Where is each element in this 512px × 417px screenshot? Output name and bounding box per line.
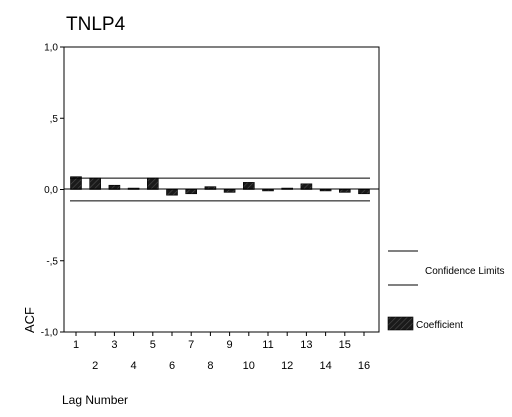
x-tick-label-10: 10 xyxy=(243,360,255,372)
x-tick-label-6: 6 xyxy=(169,360,175,372)
chart-title: TNLP4 xyxy=(66,14,126,35)
bar-lag-15 xyxy=(338,189,351,193)
legend-coefficient-label: Coefficient xyxy=(416,320,463,331)
y-tick-label: -1,0 xyxy=(41,328,59,339)
bar-lag-2 xyxy=(89,177,101,190)
x-tick-label-11: 11 xyxy=(262,339,273,351)
bar-series-coefficient xyxy=(70,176,370,196)
x-tick-label-1: 1 xyxy=(73,339,79,351)
bar-lag-7 xyxy=(185,189,197,195)
x-tick-label-5: 5 xyxy=(150,339,156,351)
x-tick-label-8: 8 xyxy=(207,360,213,372)
legend-coefficient-swatch xyxy=(387,316,414,331)
bar-lag-14 xyxy=(319,189,332,192)
x-tick-label-2: 2 xyxy=(92,360,98,372)
y-tick-label: 1,0 xyxy=(44,43,58,54)
x-tick-label-14: 14 xyxy=(319,360,331,372)
bar-lag-10 xyxy=(243,182,255,190)
legend-confidence-limits-label: Confidence Limits xyxy=(425,266,504,277)
bar-lag-11 xyxy=(262,189,274,192)
x-tick-label-4: 4 xyxy=(131,360,137,372)
y-axis-ticks: 1,0 ,5 0,0 -,5 -1,0 xyxy=(41,43,64,339)
x-tick-label-15: 15 xyxy=(339,339,351,351)
legend: Confidence Limits Coefficient xyxy=(387,250,504,331)
bar-lag-6 xyxy=(166,189,178,196)
x-tick-label-9: 9 xyxy=(227,339,233,351)
x-tick-label-13: 13 xyxy=(300,339,312,351)
x-tick-label-16: 16 xyxy=(358,360,370,372)
y-tick-label: 0,0 xyxy=(44,185,58,196)
x-tick-label-12: 12 xyxy=(281,360,293,372)
x-axis-label: Lag Number xyxy=(62,393,128,407)
confidence-limit-lines xyxy=(70,177,370,202)
x-tick-label-3: 3 xyxy=(111,339,117,351)
y-tick-label: ,5 xyxy=(50,114,59,125)
y-axis-label: ACF xyxy=(22,307,37,333)
x-tick-label-7: 7 xyxy=(188,339,194,351)
bar-lag-16 xyxy=(358,189,370,195)
bar-lag-9 xyxy=(223,189,236,193)
bar-lag-5 xyxy=(147,177,159,190)
y-tick-label: -,5 xyxy=(46,256,58,267)
